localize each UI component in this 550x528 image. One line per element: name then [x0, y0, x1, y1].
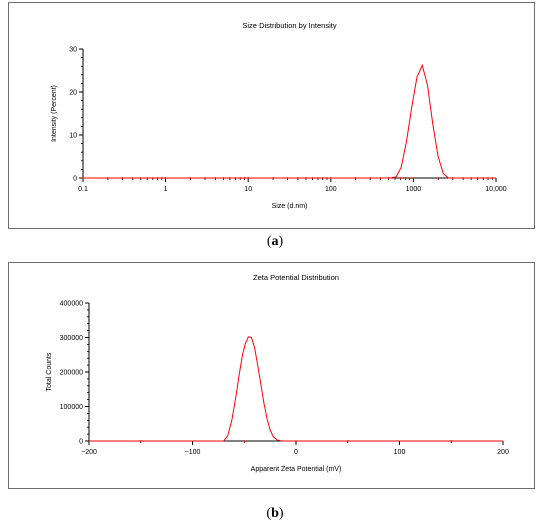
x-tick-label: −200 [81, 449, 97, 456]
zeta-potential-chart: Zeta Potential Distribution 0 100000 200000… [46, 273, 509, 473]
y-tick-label: 0 [73, 176, 77, 183]
x-tick-label: 0 [294, 449, 298, 456]
y-tick-label: 400000 [60, 301, 83, 308]
caption-b-letter: b [271, 506, 279, 521]
x-tick-label: 100 [325, 186, 337, 193]
caption-a: (a) [266, 234, 284, 249]
x-tick-label: 10,000 [485, 186, 507, 193]
x-tick-label: 1000 [406, 186, 422, 193]
caption-a-letter: a [271, 234, 279, 249]
y-tick-label: 0 [79, 439, 83, 446]
y-tick-label: 10 [69, 133, 77, 140]
y-tick-label: 30 [69, 47, 77, 54]
y-axis-label: Intensity (Percent) [51, 85, 58, 142]
chart-panel-b: Zeta Potential Distribution 0 100000 200000… [8, 262, 535, 489]
y-tick-label: 200000 [60, 370, 83, 377]
y-axis-label: Total Counts [46, 352, 53, 391]
baseline-marker [408, 177, 411, 179]
y-tick-label: 20 [69, 90, 77, 97]
size-distribution-chart: Size Distribution by Intensity 0 10 20 30 0.1… [51, 21, 507, 210]
y-tick-label: 300000 [60, 335, 83, 342]
x-tick-label: 200 [497, 449, 509, 456]
chart-panel-a: Size Distribution by Intensity 0 10 20 30 0.1… [8, 2, 535, 229]
chart-title: Zeta Potential Distribution [253, 273, 339, 282]
y-tick-label: 100000 [60, 404, 83, 411]
x-tick-label: −100 [185, 449, 201, 456]
baseline-marker [404, 177, 407, 179]
x-tick-label: 1 [164, 186, 168, 193]
chart-title: Size Distribution by Intensity [242, 21, 336, 30]
baseline-marker [437, 177, 440, 179]
x-tick-label: 10 [244, 186, 252, 193]
x-axis-label: Apparent Zeta Potential (mV) [251, 466, 342, 473]
baseline-marker [412, 177, 415, 179]
baseline-marker [399, 177, 402, 179]
series-line [89, 336, 503, 442]
x-tick-label: 0.1 [78, 186, 88, 193]
baseline-marker [243, 440, 246, 442]
series-line [83, 63, 496, 179]
x-tick-label: 100 [394, 449, 406, 456]
x-axis-label: Size (d.nm) [272, 203, 308, 210]
caption-b: (b) [266, 506, 284, 521]
